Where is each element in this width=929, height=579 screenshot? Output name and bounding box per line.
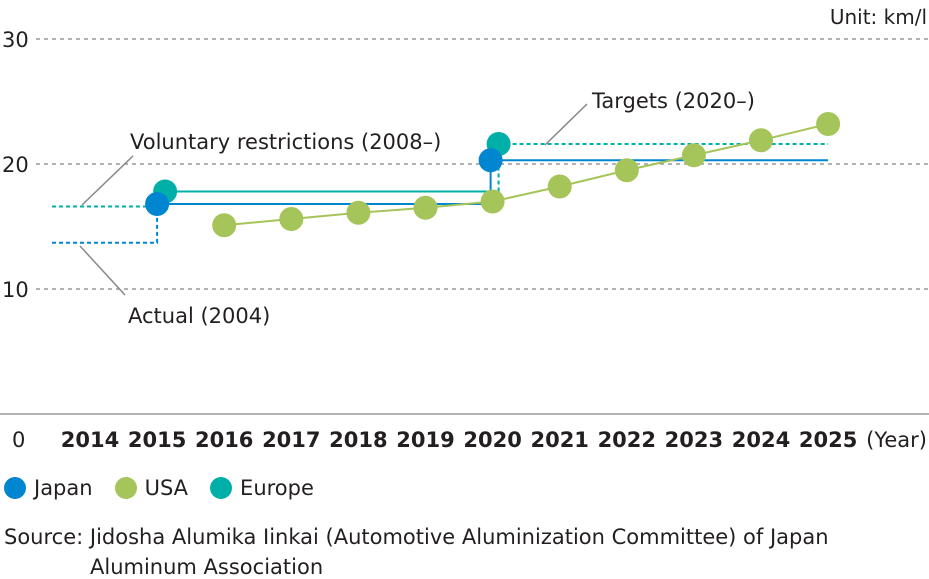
- japan-point-2020: [478, 148, 503, 173]
- annotation-targets: Targets (2020–): [591, 89, 755, 113]
- europe-swatch: [210, 477, 233, 499]
- x-tick-label: 2016: [195, 428, 253, 452]
- y-tick-label: 20: [2, 153, 29, 177]
- legend-label: Europe: [240, 476, 314, 500]
- legend-japan: Japan: [4, 476, 93, 500]
- source-line-2: Aluminum Association: [90, 555, 324, 579]
- y-tick-label: 30: [2, 28, 29, 52]
- usa-point-2025: [816, 112, 841, 136]
- usa-point-2024: [749, 128, 773, 153]
- x-tick-label: 2018: [329, 428, 387, 452]
- x-tick-label: 2022: [598, 428, 656, 452]
- usa-point-2021: [547, 174, 572, 199]
- voluntary-leader-line: [81, 155, 134, 206]
- usa-point-2018: [346, 200, 371, 225]
- x-unit-label: (Year): [866, 428, 927, 452]
- annotation-voluntary: Voluntary restrictions (2008–): [130, 130, 441, 154]
- usa-swatch: [114, 477, 137, 499]
- usa-point-2019: [413, 195, 438, 220]
- source-note: Source: Jidosha Alumika Iinkai (Automoti…: [4, 522, 929, 579]
- legend-usa: USA: [114, 476, 189, 500]
- japan-actual-dashed-line: [52, 204, 159, 244]
- legend-label: USA: [144, 476, 189, 500]
- y-tick-label: 10: [2, 278, 29, 302]
- japan-point-2015: [145, 192, 170, 216]
- legend: Japan USA Europe: [4, 476, 314, 500]
- x-tick-label: 2015: [128, 428, 186, 452]
- usa-point-2022: [614, 158, 639, 183]
- x-tick-label: 2017: [262, 428, 320, 452]
- legend-label: Japan: [34, 476, 93, 500]
- x-tick-label: 2025: [799, 428, 857, 452]
- x-tick-label: 2023: [665, 428, 723, 452]
- x-tick-label: 2019: [396, 428, 454, 452]
- usa-point-2020: [480, 189, 505, 214]
- usa-point-2016: [212, 213, 237, 238]
- usa-line: [224, 123, 829, 227]
- legend-europe: Europe: [210, 476, 314, 500]
- japan-step-line: [157, 159, 829, 205]
- japan-swatch: [4, 477, 26, 499]
- x-tick-label: 2020: [463, 428, 521, 452]
- annotation-actual: Actual (2004): [128, 304, 270, 328]
- x-tick-label: 2021: [530, 428, 588, 452]
- x-tick-label: 2014: [61, 428, 119, 452]
- targets-leader-line: [544, 103, 588, 146]
- source-line-1: Source: Jidosha Alumika Iinkai (Automoti…: [4, 525, 829, 549]
- unit-label: Unit: km/l: [830, 5, 927, 29]
- usa-point-2017: [279, 207, 304, 231]
- usa-point-2023: [681, 143, 706, 168]
- actual-leader-line: [79, 245, 126, 296]
- x-zero-label: 0: [12, 428, 25, 452]
- fuel-economy-chart: Unit: km/l 10 20 30 Voluntary restrictions…: [0, 5, 929, 452]
- x-tick-label: 2024: [732, 428, 790, 452]
